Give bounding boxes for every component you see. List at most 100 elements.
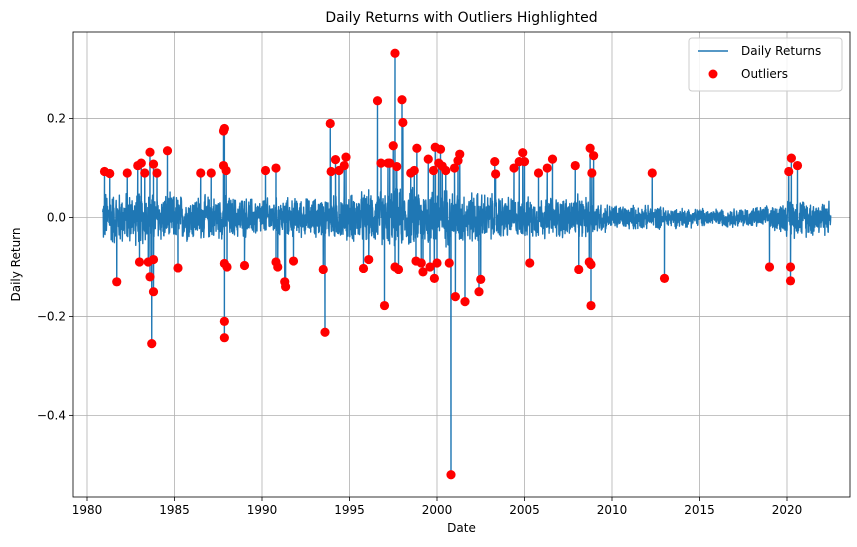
- outlier-point: [260, 165, 271, 176]
- outlier-point: [412, 143, 422, 153]
- x-tick-label: 2010: [597, 503, 628, 517]
- outlier-point: [409, 165, 419, 176]
- outlier-point: [148, 254, 159, 265]
- outlier-point: [393, 264, 404, 275]
- outlier-point: [547, 154, 558, 164]
- outlier-point: [140, 168, 150, 178]
- x-axis-ticks: 1980 1985 1990 1995 2000 2005 2010 2015 2020: [72, 497, 803, 517]
- legend-label-daily-returns: Daily Returns: [741, 44, 821, 58]
- y-axis-ticks: −0.4 −0.2 0.0 0.2: [37, 112, 73, 422]
- legend: Daily Returns Outliers: [688, 37, 843, 92]
- outlier-point: [273, 262, 283, 272]
- outlier-point: [239, 260, 250, 271]
- outlier-point: [326, 166, 336, 177]
- outlier-point: [792, 160, 803, 171]
- outlier-point: [441, 165, 451, 176]
- y-tick-label: 0.2: [47, 112, 66, 126]
- outlier-point: [390, 48, 400, 58]
- x-tick-label: 2020: [772, 503, 803, 517]
- outlier-point: [339, 160, 349, 171]
- outlier-point: [449, 163, 460, 173]
- x-tick-label: 1985: [159, 503, 190, 517]
- outlier-point: [145, 272, 155, 282]
- chart-title: Daily Returns with Outliers Highlighted: [325, 10, 597, 26]
- x-tick-label: 2015: [684, 503, 715, 517]
- outlier-point: [425, 262, 435, 272]
- x-axis-title: Date: [447, 521, 476, 535]
- outlier-point: [152, 168, 162, 178]
- outlier-point: [416, 258, 426, 268]
- outlier-point: [145, 147, 155, 157]
- x-tick-label: 1990: [247, 503, 278, 517]
- daily-returns-line: [102, 52, 832, 476]
- outlier-point: [271, 163, 281, 173]
- outlier-point: [112, 277, 122, 287]
- outlier-point: [542, 163, 552, 173]
- outlier-point: [288, 256, 299, 266]
- outlier-point: [476, 274, 486, 284]
- outlier-point: [519, 157, 530, 167]
- outlier-point: [586, 300, 596, 311]
- x-tick-label: 2005: [509, 503, 540, 517]
- outlier-point: [589, 151, 599, 161]
- outlier-point: [525, 258, 535, 268]
- outlier-point: [450, 292, 460, 302]
- y-tick-label: 0.0: [47, 211, 66, 225]
- outlier-point: [318, 264, 328, 275]
- outlier-point: [460, 297, 470, 307]
- outlier-point: [397, 95, 407, 105]
- outlier-point: [162, 146, 173, 156]
- outlier-point: [474, 287, 484, 297]
- outlier-point: [196, 168, 206, 178]
- outlier-point: [219, 123, 229, 134]
- outlier-point: [281, 282, 291, 292]
- outlier-point: [136, 158, 146, 168]
- outlier-point: [428, 165, 439, 176]
- y-axis-title: Daily Return: [9, 228, 23, 302]
- outlier-point: [105, 168, 115, 179]
- outlier-point: [491, 169, 501, 179]
- outlier-point: [432, 258, 442, 268]
- outlier-point: [786, 153, 796, 163]
- outlier-point: [509, 163, 519, 173]
- outlier-point: [585, 143, 595, 153]
- outlier-point: [574, 264, 584, 275]
- y-tick-label: −0.2: [37, 309, 66, 323]
- outlier-point: [444, 258, 454, 268]
- outlier-point: [219, 316, 229, 326]
- outlier-point: [784, 166, 794, 177]
- outlier-point: [446, 470, 456, 480]
- outlier-point: [388, 141, 398, 151]
- outlier-point: [429, 273, 439, 283]
- outlier-point: [764, 262, 775, 272]
- outlier-point: [586, 259, 596, 270]
- plot-frame: [72, 31, 851, 498]
- outlier-point: [222, 262, 232, 272]
- outlier-point: [379, 300, 390, 311]
- x-tick-label: 1995: [334, 503, 365, 517]
- legend-label-outliers: Outliers: [741, 67, 788, 81]
- outlier-point: [325, 118, 335, 129]
- outlier-point: [320, 327, 330, 337]
- outlier-point: [455, 149, 465, 159]
- outlier-point: [364, 254, 374, 265]
- outlier-point: [148, 287, 159, 297]
- outliers-series: [99, 48, 803, 480]
- outlier-point: [341, 152, 351, 162]
- outlier-point: [423, 154, 433, 164]
- outlier-point: [418, 267, 428, 277]
- legend-marker-swatch: [708, 69, 718, 79]
- outlier-point: [435, 144, 446, 154]
- outlier-point: [122, 168, 132, 178]
- x-tick-label: 1980: [72, 503, 103, 517]
- outlier-point: [148, 159, 159, 169]
- outlier-point: [518, 148, 528, 158]
- outlier-point: [490, 157, 500, 167]
- outlier-point: [372, 96, 383, 106]
- outlier-point: [659, 273, 670, 283]
- outlier-point: [392, 161, 402, 172]
- grid: [73, 32, 850, 497]
- outlier-point: [147, 339, 157, 349]
- outlier-point: [221, 165, 231, 176]
